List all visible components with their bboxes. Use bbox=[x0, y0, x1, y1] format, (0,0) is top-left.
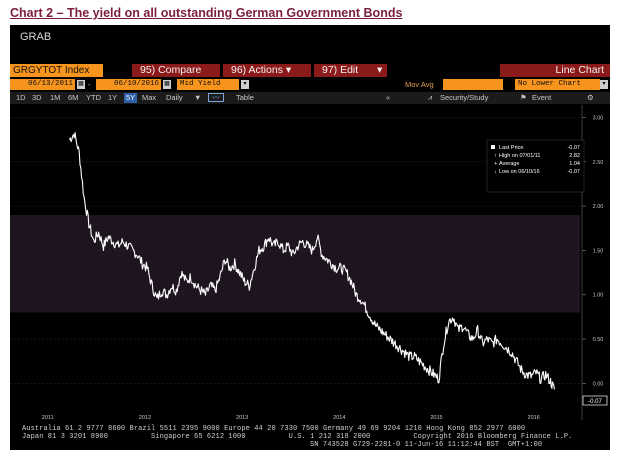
table-button[interactable]: Table bbox=[236, 93, 254, 102]
legend-low-arrow-icon: ↓ bbox=[494, 169, 497, 175]
bloomberg-terminal-window: GRAB GRGYTOT Index 95) Compare 96) Actio… bbox=[10, 25, 610, 450]
period-1y[interactable]: 1Y bbox=[108, 93, 118, 102]
lower-chart-select[interactable]: No Lower Chart bbox=[515, 79, 600, 90]
window-title: GRAB bbox=[20, 31, 52, 43]
terminal-footer: Australia 61 2 9777 8600 Brazil 5511 239… bbox=[10, 425, 610, 450]
lower-chart-dropdown-icon[interactable]: ▾ bbox=[600, 80, 608, 89]
legend-high-arrow-icon: ↑ bbox=[494, 153, 497, 159]
period-1d[interactable]: 1D bbox=[16, 93, 26, 102]
mov-avg-label: Mov Avg bbox=[405, 80, 434, 89]
legend-avg-label: Average bbox=[499, 161, 519, 167]
period-3d[interactable]: 3D bbox=[32, 93, 42, 102]
end-date-field[interactable]: 06/10/2016 bbox=[96, 79, 161, 90]
yield-line-chart: 2011 2012 2013 2014 2015 2016 3.00 2.50 2.00 1.5… bbox=[10, 105, 608, 421]
yield-series-line bbox=[68, 132, 555, 390]
y-tick-label: 0.50 bbox=[593, 337, 604, 343]
legend-high-value: 2.82 bbox=[569, 153, 580, 159]
end-calendar-icon[interactable]: ▦ bbox=[163, 80, 171, 89]
period-max[interactable]: Max bbox=[142, 93, 157, 102]
edit-menu[interactable]: 97) Edit bbox=[314, 64, 384, 77]
x-tick-label: 2016 bbox=[528, 415, 540, 421]
back-arrows-icon[interactable]: « bbox=[386, 93, 391, 102]
y-tick-label: 3.00 bbox=[593, 115, 604, 121]
event-flag-icon: ⚑ bbox=[520, 93, 527, 102]
x-tick-label: 2015 bbox=[430, 415, 442, 421]
line-chart-icon[interactable]: 〰 bbox=[208, 93, 224, 102]
chart-area[interactable]: 2011 2012 2013 2014 2015 2016 3.00 2.50 2.00 1.5… bbox=[10, 105, 610, 425]
period-1m[interactable]: 1M bbox=[50, 93, 61, 102]
field-select[interactable]: Mid Yield bbox=[177, 79, 239, 90]
legend-box bbox=[486, 139, 585, 193]
period-ytd[interactable]: YTD bbox=[86, 93, 101, 102]
legend-low-label: Low on 06/10/16 bbox=[499, 169, 540, 175]
y-tick-label: 1.00 bbox=[593, 293, 604, 299]
mov-avg-field[interactable] bbox=[443, 79, 503, 90]
last-value-tag: -0.07 bbox=[582, 395, 608, 406]
x-tick-label: 2012 bbox=[139, 415, 151, 421]
frequency-dropdown-icon[interactable]: ▼ bbox=[194, 93, 202, 102]
frequency-select[interactable]: Daily bbox=[166, 93, 183, 102]
legend-swatch bbox=[491, 145, 495, 149]
settings-gear-icon[interactable]: ⚙ bbox=[587, 93, 594, 102]
compare-button[interactable]: 95) Compare bbox=[132, 64, 220, 77]
footer-contacts-line2: Japan 81 3 3201 8900 Singapore 65 6212 1… bbox=[22, 433, 573, 441]
y-tick-label: 2.50 bbox=[593, 160, 604, 166]
y-tick-label: 1.50 bbox=[593, 248, 604, 254]
command-toolbar: GRGYTOT Index 95) Compare 96) Actions ▾ … bbox=[10, 64, 610, 77]
line-chart-label[interactable]: Line Chart bbox=[500, 64, 610, 77]
security-study-button[interactable]: Security/Study bbox=[440, 93, 489, 102]
legend-low-value: -0.07 bbox=[567, 169, 580, 175]
security-study-icon: ⩘ bbox=[428, 93, 433, 102]
legend-avg-dash-icon: + bbox=[494, 161, 497, 167]
x-tick-label: 2013 bbox=[236, 415, 248, 421]
y-tick-label: 0.00 bbox=[593, 381, 604, 387]
start-calendar-icon[interactable]: ▦ bbox=[77, 80, 85, 89]
period-bar: 1D 3D 1M 6M YTD 1Y 5Y Max Daily ▼ 〰 Tabl… bbox=[10, 92, 610, 104]
ticker-field[interactable]: GRGYTOT Index bbox=[10, 64, 103, 77]
date-separator: - bbox=[88, 80, 91, 89]
shaded-band bbox=[10, 214, 580, 313]
x-tick-label: 2014 bbox=[333, 415, 345, 421]
legend-avg-value: 1.04 bbox=[569, 161, 580, 167]
footer-session-line: SN 743528 G729-2281-0 11-Jun-16 11:12:44… bbox=[310, 441, 543, 449]
event-button[interactable]: Event bbox=[532, 93, 552, 102]
actions-menu[interactable]: 96) Actions ▾ bbox=[223, 64, 311, 77]
legend-high-label: High on 07/01/11 bbox=[499, 153, 541, 159]
footer-contacts-line1: Australia 61 2 9777 8600 Brazil 5511 239… bbox=[22, 425, 526, 433]
start-date-field[interactable]: 06/13/2011 bbox=[10, 79, 75, 90]
legend-last-label: Last Price bbox=[499, 145, 523, 151]
field-dropdown-icon[interactable]: ▾ bbox=[241, 80, 249, 89]
last-value-tag-text: -0.07 bbox=[588, 399, 602, 405]
parameter-bar: 06/13/2011 ▦ - 06/10/2016 ▦ Mid Yield ▾ … bbox=[10, 79, 610, 90]
legend-last-value: -0.07 bbox=[567, 145, 580, 151]
y-tick-label: 2.00 bbox=[593, 204, 604, 210]
period-5y[interactable]: 5Y bbox=[124, 93, 138, 103]
edit-dropdown-icon[interactable]: ▾ bbox=[375, 64, 387, 77]
chart-caption: Chart 2 – The yield on all outstanding G… bbox=[10, 6, 403, 20]
period-6m[interactable]: 6M bbox=[68, 93, 79, 102]
x-tick-label: 2011 bbox=[42, 415, 54, 421]
chart-legend: Last Price -0.07 ↑ High on 07/01/11 2.82… bbox=[486, 139, 585, 193]
